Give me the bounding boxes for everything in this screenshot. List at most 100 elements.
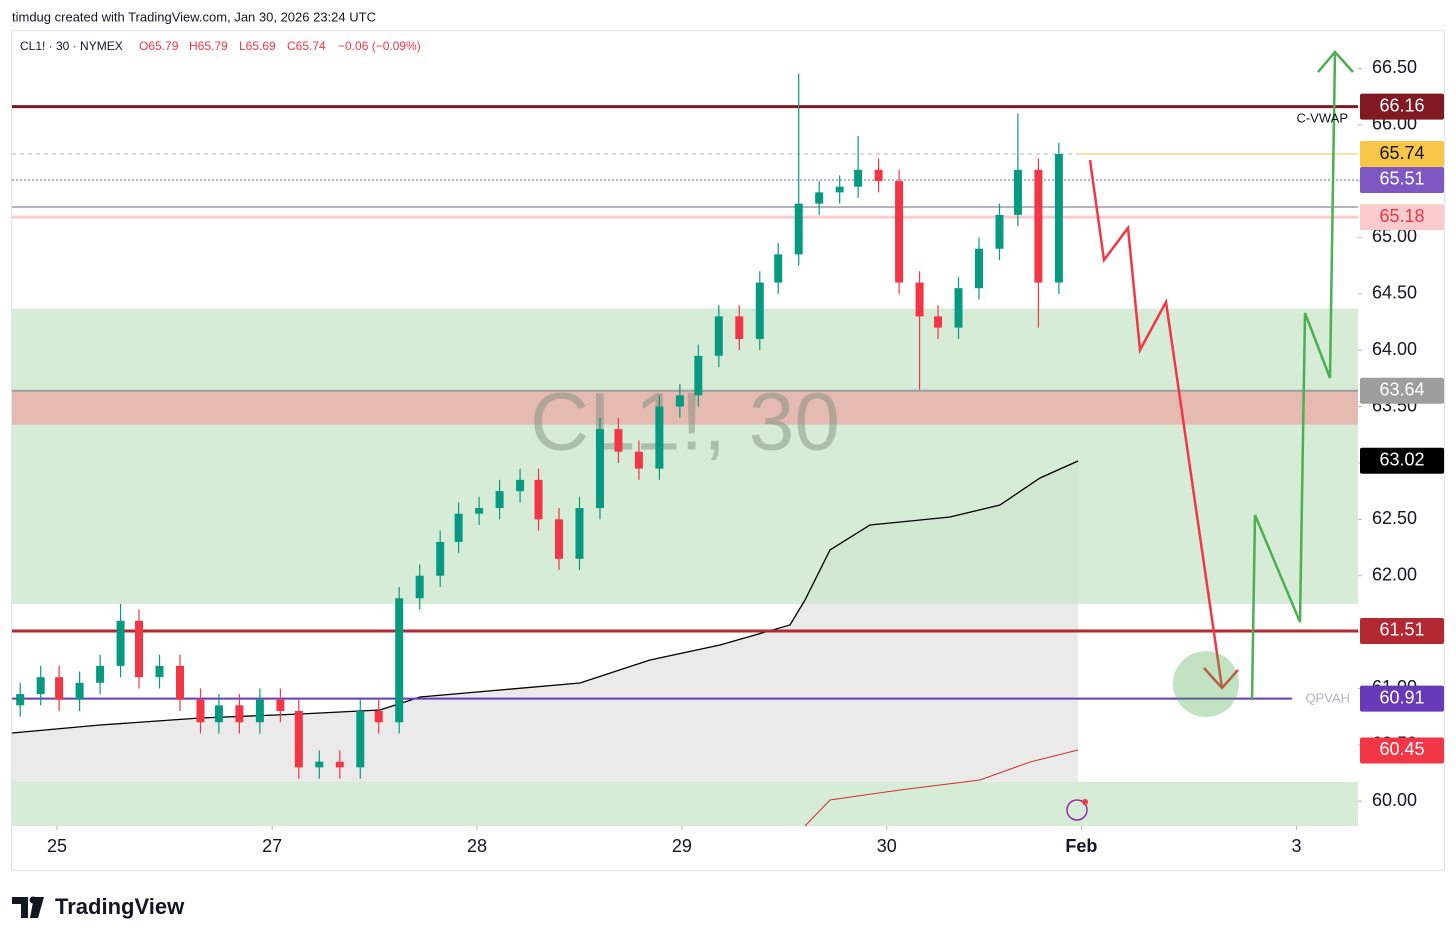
legend-change: −0.06 (−0.09%) [338, 39, 421, 53]
price-label-bg [1360, 447, 1444, 474]
candle-body [954, 288, 963, 328]
frame [11, 30, 1445, 871]
chart-layer [12, 461, 1078, 782]
candle-body [774, 254, 783, 283]
candle-body [356, 710, 365, 768]
levels [12, 105, 1358, 700]
price-label-bg [1360, 737, 1444, 764]
logo: TradingView [12, 894, 185, 919]
candle-body [575, 508, 584, 559]
price-label: 63.64 [1379, 380, 1424, 400]
candle-body [735, 316, 744, 339]
price-label-bg [1360, 617, 1444, 644]
candle-body [214, 705, 223, 723]
candle-body [874, 169, 883, 182]
candle-body [815, 192, 824, 204]
candle-body [16, 694, 25, 706]
candle-body [116, 620, 125, 666]
candle-body [675, 395, 684, 407]
candle-body [655, 406, 664, 469]
candle-body [175, 665, 184, 700]
candle-body [454, 513, 463, 542]
x-tick-label: 27 [262, 836, 282, 856]
candle-body [516, 479, 525, 492]
y-tick-label: 64.50 [1372, 283, 1417, 303]
candle-body [694, 355, 703, 396]
candle-body [36, 677, 45, 695]
zone [12, 308, 1358, 604]
red-arrow [1088, 159, 1239, 690]
candle-body [315, 761, 324, 768]
x-tick-label: 3 [1292, 836, 1302, 856]
candle-body [794, 203, 803, 255]
zone [12, 782, 1358, 826]
legend-low: L65.69 [239, 39, 276, 53]
legend-high: H65.79 [189, 39, 228, 53]
candle-body [995, 214, 1004, 249]
candle-body [96, 665, 105, 683]
candle-body [475, 508, 484, 514]
alert-icon[interactable] [1066, 799, 1088, 821]
zone [12, 390, 1358, 425]
price-label: 63.02 [1379, 449, 1424, 469]
candle-body [374, 710, 383, 723]
candle-body [155, 665, 164, 678]
price-label-bg [1360, 685, 1444, 712]
y-tick-label: 66.50 [1372, 57, 1417, 77]
price-label: 66.16 [1379, 95, 1424, 115]
candle-body [335, 761, 344, 768]
header: timdug created with TradingView.com, Jan… [12, 9, 376, 24]
candle-body [1013, 169, 1022, 215]
vwap-line [11, 460, 1079, 734]
candle-body [1034, 169, 1043, 283]
price-label: 60.45 [1379, 739, 1424, 759]
candle-body [196, 699, 205, 723]
candle-body [55, 677, 64, 700]
price-label-bg [1360, 166, 1444, 193]
logo-dot [29, 896, 37, 904]
candle-body [755, 282, 764, 339]
candle-body [934, 316, 943, 328]
y-tick-label: 65.00 [1372, 226, 1417, 246]
qpvah-label: QPVAH [1305, 690, 1350, 705]
candle-body [854, 169, 863, 187]
y-tick-label: 62.00 [1372, 564, 1417, 584]
candle-body [415, 575, 424, 599]
candle-body [495, 491, 504, 509]
price-label: 65.74 [1379, 143, 1424, 163]
x-tick-label: 28 [467, 836, 487, 856]
candle-body [75, 682, 84, 700]
candle-body [595, 429, 604, 509]
candle-body [395, 598, 404, 723]
x-tick-label: 29 [672, 836, 692, 856]
legend-close: C65.74 [287, 39, 326, 53]
vwap-area [12, 461, 1078, 782]
y-tick-label: 60.00 [1372, 790, 1417, 810]
price-label: 61.51 [1379, 620, 1424, 640]
c-vwap-label: C-VWAP [1296, 110, 1348, 125]
logo-mark [12, 897, 44, 918]
candle-body [974, 248, 983, 289]
y-tick-label: 62.50 [1372, 508, 1417, 528]
vwap-band-line [804, 749, 1079, 827]
candle-body [276, 699, 285, 711]
candle-body [835, 186, 844, 193]
price-label: 60.91 [1379, 687, 1424, 707]
legend: CL1! · 30 · NYMEX O65.79 H65.79 L65.69 C… [20, 39, 421, 53]
target-circle [1173, 651, 1239, 717]
green-arrow [1250, 50, 1354, 701]
candle-body [1054, 154, 1063, 283]
legend-open: O65.79 [139, 39, 179, 53]
candle-body [534, 479, 543, 520]
price-label-bg [1360, 377, 1444, 404]
candle-body [634, 451, 643, 469]
price-label-bg [1360, 204, 1444, 231]
price-label: 65.51 [1379, 169, 1424, 189]
candle-body [714, 316, 723, 356]
candle-body [915, 282, 924, 317]
candle-body [614, 429, 623, 452]
candle-body [255, 699, 264, 723]
logo-text: TradingView [55, 894, 185, 919]
candle-body [235, 705, 244, 723]
